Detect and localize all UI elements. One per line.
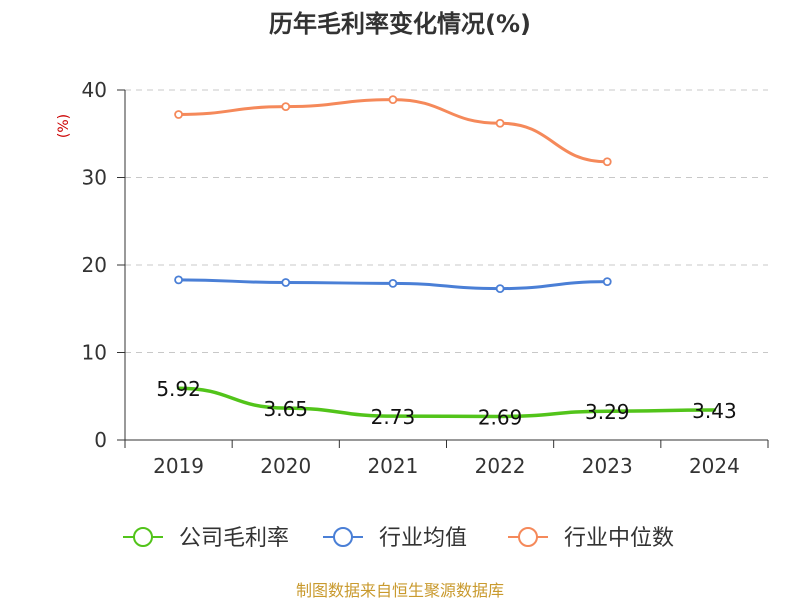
y-tick-label: 20 [82, 253, 107, 277]
data-label: 2.73 [371, 405, 416, 429]
y-axis-label: (%) [56, 114, 72, 138]
legend-marker [518, 527, 538, 547]
y-tick-label: 10 [82, 341, 107, 365]
data-point [174, 110, 183, 119]
legend-marker [133, 527, 153, 547]
data-point [602, 157, 612, 167]
x-tick-label: 2019 [153, 454, 204, 478]
data-label: 3.29 [585, 400, 630, 424]
data-point [281, 278, 291, 287]
data-point [174, 275, 183, 285]
data-label: 3.43 [692, 399, 737, 423]
x-tick-label: 2020 [260, 454, 311, 478]
y-tick-label: 40 [82, 78, 107, 102]
x-tick-label: 2022 [475, 454, 526, 478]
y-tick-label: 30 [82, 166, 107, 190]
data-point [495, 118, 505, 128]
data-point [495, 284, 505, 294]
legend-label: 公司毛利率 [179, 526, 289, 551]
x-tick-label: 2023 [582, 454, 633, 478]
legend-label: 行业均值 [379, 526, 467, 551]
series-line-行业中位数 [177, 98, 609, 164]
data-point [388, 278, 398, 288]
y-tick-label: 0 [94, 428, 107, 452]
source-note: 制图数据来自恒生聚源数据库 [296, 581, 504, 600]
legend-label: 行业中位数 [564, 526, 674, 551]
chart-title: 历年毛利率变化情况(%) [269, 10, 531, 38]
data-point [602, 277, 612, 287]
legend-marker [333, 527, 353, 547]
x-tick-label: 2024 [689, 454, 740, 478]
series-line-公司毛利率 [176, 386, 717, 419]
data-label: 5.92 [156, 377, 201, 401]
x-tick-label: 2021 [367, 454, 418, 478]
data-label: 3.65 [263, 397, 308, 421]
data-label: 2.69 [478, 405, 523, 429]
data-point [388, 95, 398, 105]
data-point [281, 102, 291, 112]
